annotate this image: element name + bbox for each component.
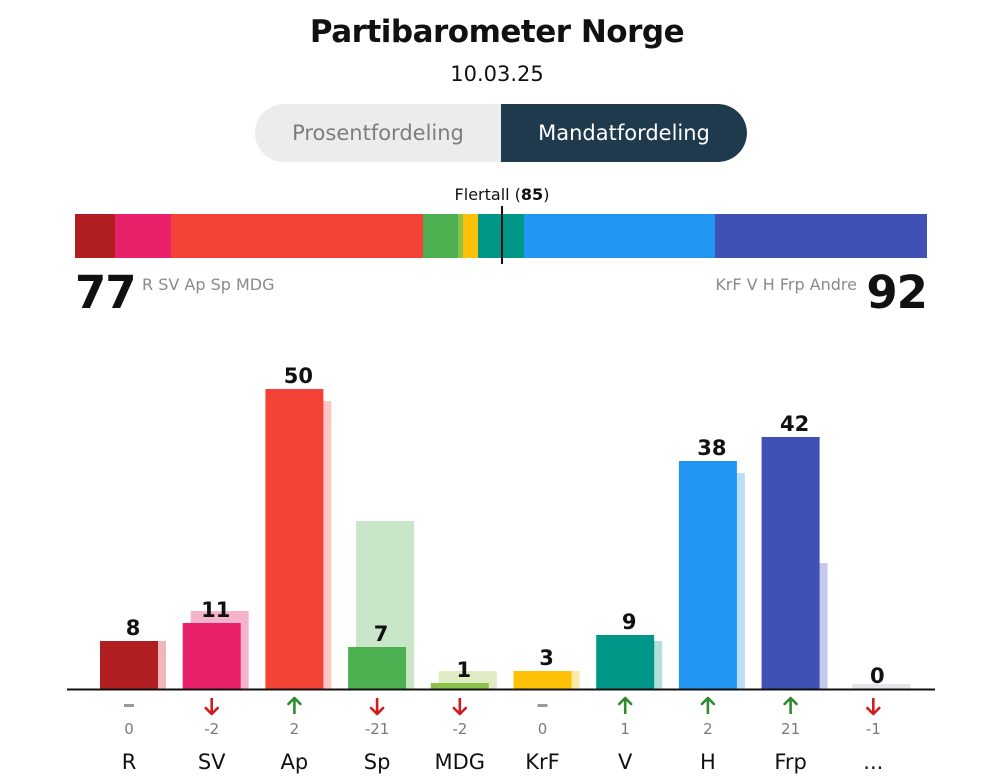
tab-mandatfordeling[interactable]: Mandatfordeling [501, 104, 747, 162]
value-label-v: 9 [622, 610, 637, 634]
party-label-v: V [618, 750, 633, 774]
seat-segment-ap [170, 214, 423, 258]
value-label-krf: 3 [539, 646, 554, 670]
bar-r [100, 641, 158, 689]
bar-frp [761, 437, 820, 689]
arrow-down-icon [865, 698, 881, 716]
bar-krf [513, 671, 572, 689]
page-title: Partibarometer Norge [309, 14, 685, 50]
change-label-sv: -2 [204, 720, 219, 738]
change-label-krf: 0 [538, 720, 548, 738]
tab-prosentfordeling[interactable]: Prosentfordeling [292, 121, 464, 145]
seat-segment-mdg [458, 214, 464, 258]
party-label-mdg: MDG [435, 750, 486, 774]
view-toggle: Prosentfordeling Mandatfordeling [255, 104, 747, 162]
seat-segment-frp [715, 214, 927, 258]
left-bloc-seats: 77 [75, 266, 137, 319]
bar-v [596, 635, 655, 689]
seat-segment-h [523, 214, 716, 258]
majority-line [501, 206, 503, 264]
value-label-sp: 7 [374, 622, 389, 646]
value-label-ap: 50 [284, 364, 313, 388]
party-label-r: R [122, 750, 137, 774]
change-label-r: 0 [124, 720, 134, 738]
value-label-sv: 11 [201, 598, 230, 622]
arrow-down-icon [452, 698, 468, 716]
party-label-h: H [700, 750, 716, 774]
value-label-h: 38 [697, 436, 726, 460]
bar-mdg [430, 683, 489, 689]
majority-value: 85 [520, 185, 544, 204]
value-label-mdg: 1 [456, 658, 471, 682]
seat-segment-sv [115, 214, 171, 258]
arrow-down-icon [204, 698, 219, 716]
party-label-andre: ... [863, 750, 883, 774]
party-label-sv: SV [198, 750, 226, 774]
previous-bar-andre [852, 684, 911, 689]
seat-segment-sp [422, 214, 459, 258]
change-label-v: 1 [620, 720, 630, 738]
change-label-h: 2 [703, 720, 713, 738]
seat-segment-r [75, 214, 116, 258]
seat-distribution-bar [75, 214, 927, 258]
dash-icon [537, 704, 548, 707]
left-bloc-parties: R SV Ap Sp MDG [142, 275, 275, 294]
change-label-ap: 2 [290, 720, 300, 738]
party-label-ap: Ap [281, 750, 309, 774]
bar-sv [182, 623, 241, 689]
party-label-sp: Sp [364, 750, 391, 774]
change-label-sp: -21 [365, 720, 390, 738]
value-label-frp: 42 [780, 412, 809, 436]
change-label-frp: 21 [781, 720, 800, 738]
date-label: 10.03.25 [450, 62, 544, 86]
right-bloc-seats: 92 [866, 266, 928, 319]
change-label-mdg: -2 [452, 720, 467, 738]
bar-h [678, 461, 737, 689]
majority-label: Flertall (85) [454, 185, 550, 204]
seat-segment-v [478, 214, 524, 258]
change-label-andre: -1 [866, 720, 881, 738]
value-label-andre: 0 [870, 664, 885, 688]
bar-ap [265, 389, 324, 689]
value-label-r: 8 [126, 616, 141, 640]
party-label-krf: KrF [525, 750, 559, 774]
bar-sp [348, 647, 407, 689]
arrow-up-icon [287, 696, 302, 714]
party-label-frp: Frp [774, 750, 807, 774]
arrow-up-icon [783, 696, 798, 714]
arrow-down-icon [369, 698, 385, 716]
majority-label-text: Flertall [454, 185, 510, 204]
arrow-up-icon [617, 696, 633, 714]
right-bloc-parties: KrF V H Frp Andre [715, 275, 857, 294]
dash-icon [124, 704, 134, 707]
arrow-up-icon [700, 696, 716, 714]
seat-segment-krf [463, 214, 479, 258]
